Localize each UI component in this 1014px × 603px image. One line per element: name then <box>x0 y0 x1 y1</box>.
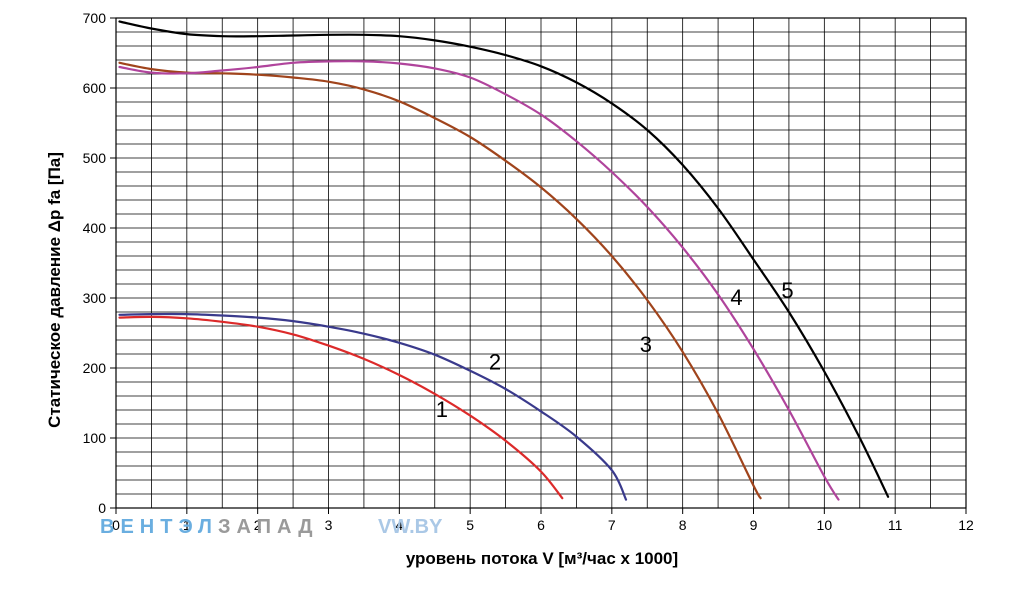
y-tick-label: 600 <box>83 80 107 96</box>
x-tick-label: 9 <box>750 517 758 533</box>
y-tick-label: 400 <box>83 220 107 236</box>
x-tick-label: 4 <box>395 517 403 533</box>
y-tick-label: 0 <box>98 500 106 516</box>
x-tick-label: 11 <box>888 517 903 533</box>
x-axis-title: уровень потока V [м³/час х 1000] <box>406 549 678 568</box>
series-3-line <box>118 61 762 500</box>
x-tick-label: 1 <box>183 517 191 533</box>
watermark-brand: ВЕНТЭЛЗАПАД <box>100 516 318 538</box>
watermark-brand-suffix: ЗАПАД <box>218 516 319 538</box>
x-tick-label: 12 <box>958 517 974 533</box>
x-tick-label: 8 <box>679 517 687 533</box>
series-2-line <box>118 312 628 501</box>
curve-labels: 1 2 3 4 5 <box>436 278 794 422</box>
series-1-line <box>118 315 564 500</box>
curve-label-3: 3 <box>640 332 652 357</box>
chart-curves <box>118 20 890 501</box>
y-tick-label: 500 <box>83 150 107 166</box>
series-4-line <box>118 60 840 501</box>
curve-label-5: 5 <box>781 278 793 303</box>
y-tick-label: 200 <box>83 360 107 376</box>
x-tick-label: 0 <box>112 517 120 533</box>
curve-label-1: 1 <box>436 397 448 422</box>
chart-grid <box>115 17 967 509</box>
x-tick-label: 3 <box>325 517 333 533</box>
watermark-site: VW.BY <box>378 516 443 538</box>
x-tick-label: 7 <box>608 517 616 533</box>
x-tick-label: 10 <box>817 517 833 533</box>
curve-label-2: 2 <box>489 349 501 374</box>
y-tick-label: 300 <box>83 290 107 306</box>
curve-label-4: 4 <box>730 285 742 310</box>
watermark-brand-prefix: ВЕНТЭЛ <box>100 516 218 538</box>
x-tick-label: 2 <box>254 517 262 533</box>
x-tick-label: 5 <box>466 517 474 533</box>
series-5-line <box>118 20 890 498</box>
y-tick-label: 100 <box>83 430 107 446</box>
y-axis-title: Статическое давление Δp fa [Па] <box>45 152 64 428</box>
x-tick-label: 6 <box>537 517 545 533</box>
y-tick-label: 700 <box>83 10 107 26</box>
